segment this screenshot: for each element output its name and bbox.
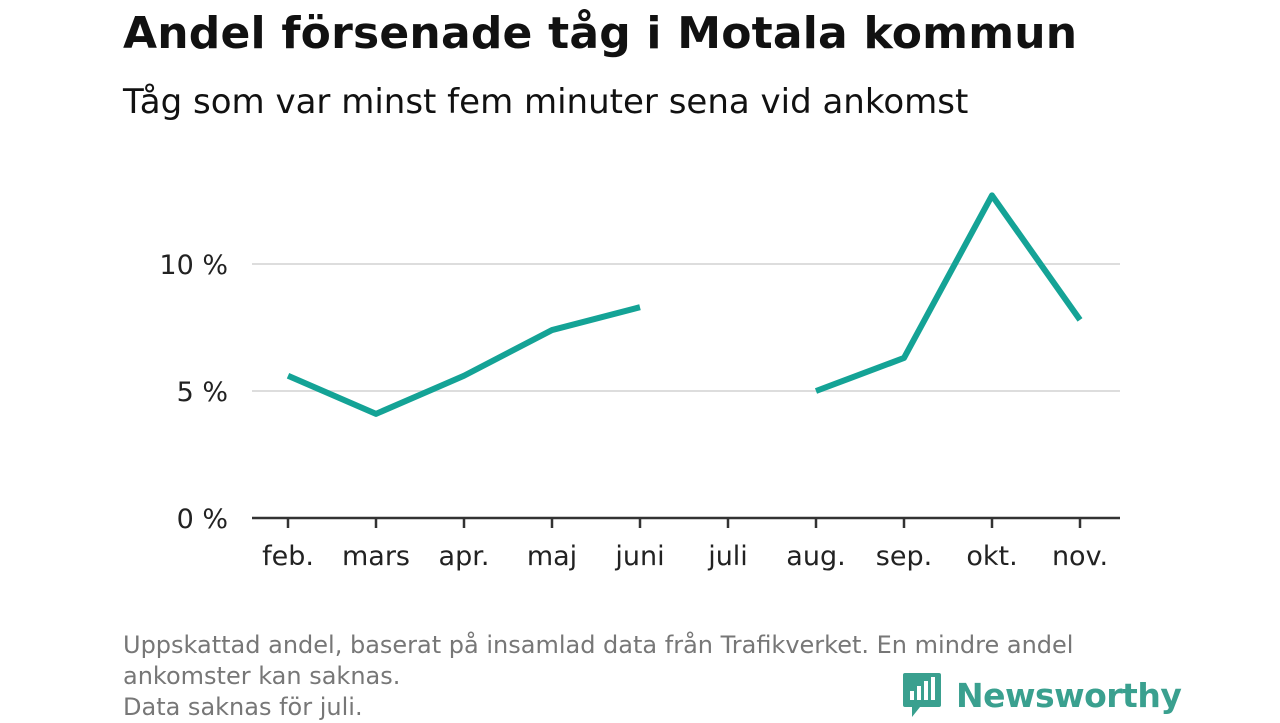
x-tick-label: okt.: [966, 541, 1017, 572]
series-line-segment: [286, 304, 641, 417]
y-tick-label: 10 %: [159, 250, 228, 281]
x-tick-label: sep.: [876, 541, 932, 572]
x-tick-label: maj: [527, 541, 577, 572]
chart-subtitle: Tåg som var minst fem minuter sena vid a…: [123, 82, 969, 122]
line-chart: 0 % 5 % 10 % feb. mars apr. maj juni juli aug. se…: [159, 192, 1120, 572]
y-tick-label: 0 %: [177, 504, 228, 535]
x-axis: feb. mars apr. maj juni juli aug. sep. okt. nov.: [252, 516, 1120, 572]
chart-title: Andel försenade tåg i Motala kommun: [123, 8, 1078, 59]
x-tick-label: juni: [614, 541, 664, 572]
x-tick-label: nov.: [1052, 541, 1108, 572]
brand-name: Newsworthy: [956, 675, 1182, 715]
x-tick-label: apr.: [439, 541, 490, 572]
x-tick-label: aug.: [786, 541, 845, 572]
footnote-line: Uppskattad andel, baserat på insamlad da…: [123, 631, 1074, 659]
newsworthy-logo-icon: [903, 673, 941, 717]
y-tick-label: 5 %: [177, 377, 228, 408]
series-line-segment: [814, 192, 1083, 394]
x-tick-label: feb.: [262, 541, 314, 572]
footnote: Uppskattad andel, baserat på insamlad da…: [123, 630, 1163, 723]
brand-logo: Newsworthy: [902, 672, 1182, 718]
footnote-line: Data saknas för juli.: [123, 693, 363, 721]
footnote-line: ankomster kan saknas.: [123, 662, 401, 690]
series-lines: [286, 192, 1083, 417]
gridlines: [252, 263, 1120, 392]
x-tick-label: mars: [342, 541, 410, 572]
y-axis-labels: 0 % 5 % 10 %: [159, 250, 228, 535]
x-tick-label: juli: [707, 541, 748, 572]
